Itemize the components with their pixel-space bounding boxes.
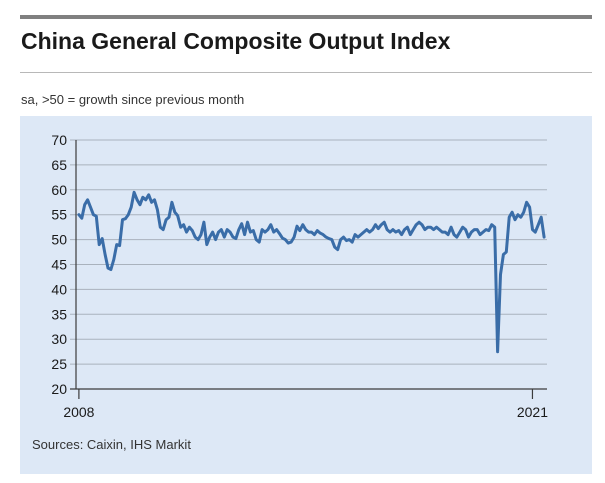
line-chart: 70 65 60 55 50 45 40 35 30 25 20 2008 2021 — [51, 132, 548, 420]
grid-layer — [70, 139, 547, 390]
y-tick-label: 55 — [51, 207, 67, 223]
title-divider — [20, 72, 592, 73]
y-tick-label: 60 — [51, 182, 67, 198]
chart-subtitle: sa, >50 = growth since previous month — [21, 92, 245, 107]
x-tick-label: 2021 — [517, 404, 548, 420]
x-tick-label: 2008 — [63, 404, 94, 420]
series-line-0 — [77, 190, 546, 354]
y-tick-label: 65 — [51, 157, 67, 173]
chart-title: China General Composite Output Index — [21, 28, 451, 54]
y-tick-label: 50 — [51, 232, 67, 248]
axis-layer: 70 65 60 55 50 45 40 35 30 25 20 2008 2021 — [51, 132, 548, 420]
line-layer — [77, 190, 546, 354]
y-tick-label: 25 — [51, 356, 67, 372]
y-tick-label: 35 — [51, 306, 67, 322]
y-tick-label: 20 — [51, 381, 67, 397]
y-tick-label: 40 — [51, 281, 67, 297]
chart-panel: 70 65 60 55 50 45 40 35 30 25 20 2008 2021 — [20, 116, 592, 474]
y-tick-label: 45 — [51, 257, 67, 273]
source-note: Sources: Caixin, IHS Markit — [32, 437, 191, 452]
top-rule — [20, 15, 592, 19]
y-tick-label: 30 — [51, 331, 67, 347]
y-tick-label: 70 — [51, 132, 67, 148]
